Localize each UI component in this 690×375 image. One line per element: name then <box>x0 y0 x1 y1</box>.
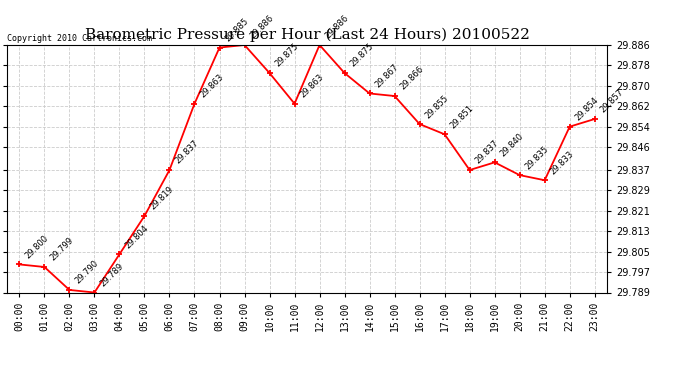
Text: 29.790: 29.790 <box>74 259 101 286</box>
Text: 29.840: 29.840 <box>499 131 526 158</box>
Text: 29.855: 29.855 <box>424 93 451 120</box>
Text: 29.819: 29.819 <box>148 185 175 212</box>
Text: 29.866: 29.866 <box>399 65 426 92</box>
Text: 29.857: 29.857 <box>599 88 626 115</box>
Text: Copyright 2010 Cartronics.com: Copyright 2010 Cartronics.com <box>7 33 152 42</box>
Text: 29.837: 29.837 <box>474 139 501 166</box>
Text: 29.789: 29.789 <box>99 261 126 288</box>
Text: 29.885: 29.885 <box>224 16 250 44</box>
Title: Barometric Pressure per Hour (Last 24 Hours) 20100522: Barometric Pressure per Hour (Last 24 Ho… <box>85 28 529 42</box>
Text: 29.875: 29.875 <box>348 42 375 69</box>
Text: 29.867: 29.867 <box>374 62 401 89</box>
Text: 29.851: 29.851 <box>448 103 475 130</box>
Text: 29.800: 29.800 <box>23 233 50 260</box>
Text: 29.886: 29.886 <box>248 14 276 41</box>
Text: 29.804: 29.804 <box>124 223 150 250</box>
Text: 29.835: 29.835 <box>524 144 551 171</box>
Text: 29.833: 29.833 <box>549 149 576 176</box>
Text: 29.886: 29.886 <box>324 14 351 41</box>
Text: 29.799: 29.799 <box>48 236 75 263</box>
Text: 29.863: 29.863 <box>299 72 326 99</box>
Text: 29.863: 29.863 <box>199 72 226 99</box>
Text: 29.854: 29.854 <box>574 96 601 123</box>
Text: 29.837: 29.837 <box>174 139 201 166</box>
Text: 29.875: 29.875 <box>274 42 301 69</box>
